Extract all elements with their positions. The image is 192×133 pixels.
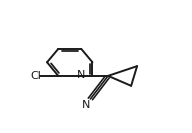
Text: N: N [77, 70, 85, 80]
Text: N: N [82, 99, 90, 110]
Text: Cl: Cl [30, 71, 41, 81]
